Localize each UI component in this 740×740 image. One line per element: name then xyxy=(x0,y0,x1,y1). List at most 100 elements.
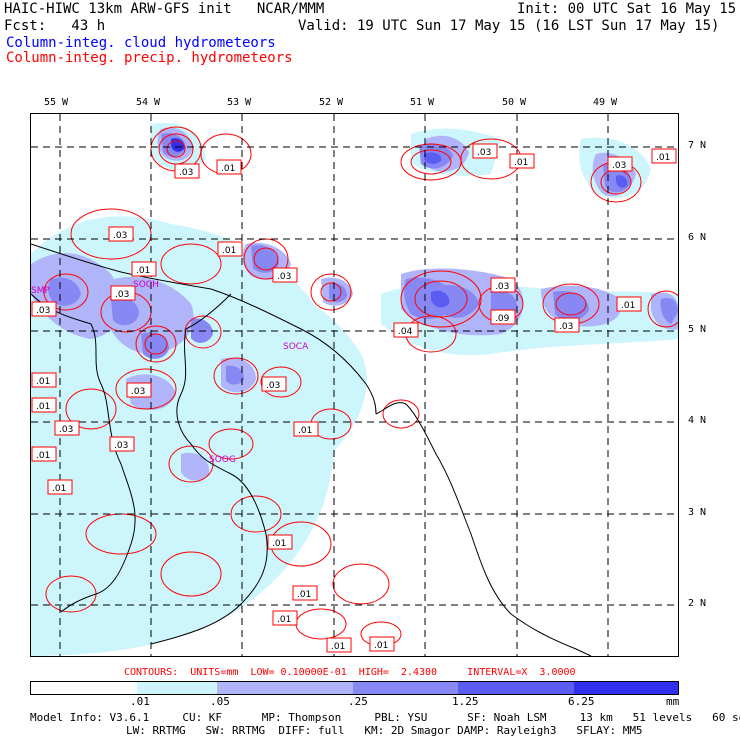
station-label: SOOG xyxy=(209,455,236,465)
precip-contours xyxy=(43,126,678,647)
svg-text:.01: .01 xyxy=(272,539,286,549)
contour-label: .01 xyxy=(217,241,243,257)
contour-label: .01 xyxy=(292,585,318,601)
svg-text:.09: .09 xyxy=(495,314,510,324)
svg-text:.01: .01 xyxy=(136,266,150,276)
contour-label: .01 xyxy=(369,636,395,652)
svg-text:.03: .03 xyxy=(113,231,127,241)
svg-text:.03: .03 xyxy=(131,387,145,397)
map-svg: SMP SOCH SOCA SOOG .03 .01 .03 .01 .03 .… xyxy=(31,114,678,656)
svg-text:.01: .01 xyxy=(298,426,312,436)
station-label: SOCA xyxy=(283,342,309,352)
forecast-hour: Fcst: 43 h xyxy=(4,18,106,34)
colorbar-tick-label: 1.25 xyxy=(452,695,479,708)
colorbar-segment xyxy=(137,682,217,694)
contour-label: .04 xyxy=(393,322,419,338)
contour-label: .03 xyxy=(554,317,580,333)
svg-text:.03: .03 xyxy=(59,425,73,435)
contour-value-labels: .03 .01 .03 .01 .03 .01 .03 .01 .03 .03 … xyxy=(31,143,677,653)
colorbar-segment xyxy=(217,682,353,694)
contour-info: CONTOURS: UNITS=mm LOW= 0.10000E-01 HIGH… xyxy=(124,667,576,678)
svg-text:.01: .01 xyxy=(514,158,528,168)
contour-label: .03 xyxy=(607,156,633,172)
init-time: Init: 00 UTC Sat 16 May 15 xyxy=(517,1,737,17)
contour-label: .03 xyxy=(174,163,200,179)
station-labels: SMP SOCH SOCA SOOG xyxy=(31,280,309,465)
colorbar-segment xyxy=(31,682,137,694)
lat-label: 5 N xyxy=(688,324,707,335)
contour-label: .03 xyxy=(490,277,516,293)
colorbar-unit-label: mm xyxy=(666,695,680,708)
svg-text:.03: .03 xyxy=(36,306,50,316)
svg-text:.01: .01 xyxy=(331,642,345,652)
colorbar-tick-label: .05 xyxy=(210,695,230,708)
model-info-line1: Model Info: V3.6.1 CU: KF MP: Thompson P… xyxy=(30,711,740,724)
contour-label: .01 xyxy=(47,479,73,495)
svg-text:.04: .04 xyxy=(398,327,413,337)
contour-label: .01 xyxy=(509,153,535,169)
lon-label: 49 W xyxy=(593,97,618,108)
field-cloud-label: Column-integ. cloud hydrometeors xyxy=(6,35,276,51)
svg-text:.03: .03 xyxy=(559,322,573,332)
lon-label: 51 W xyxy=(410,97,435,108)
svg-text:.01: .01 xyxy=(221,164,235,174)
lon-label: 50 W xyxy=(502,97,527,108)
contour-label: .03 xyxy=(110,285,136,301)
colorbar-tick-label: .25 xyxy=(348,695,368,708)
contour-label: .01 xyxy=(326,637,352,653)
colorbar-segment xyxy=(353,682,458,694)
svg-text:.03: .03 xyxy=(266,381,280,391)
svg-text:.03: .03 xyxy=(179,168,193,178)
contour-label: .03 xyxy=(109,436,135,452)
contour-label: .01 xyxy=(31,446,57,462)
svg-text:.01: .01 xyxy=(222,246,236,256)
svg-text:.01: .01 xyxy=(36,451,50,461)
title-line: HAIC-HIWC 13km ARW-GFS init NCAR/MMM xyxy=(4,1,325,17)
lat-label: 7 N xyxy=(688,140,707,151)
contour-label: .01 xyxy=(131,261,157,277)
svg-text:.01: .01 xyxy=(36,402,50,412)
svg-text:.01: .01 xyxy=(36,377,50,387)
svg-text:.01: .01 xyxy=(277,615,291,625)
contour-label: .03 xyxy=(472,143,498,159)
svg-text:.03: .03 xyxy=(277,272,291,282)
contour-label: .01 xyxy=(651,148,677,164)
lat-label: 4 N xyxy=(688,415,707,426)
station-label: SOCH xyxy=(133,280,159,290)
contour-label: .01 xyxy=(293,421,319,437)
contour-label: .01 xyxy=(31,397,57,413)
contour-label: .03 xyxy=(272,267,298,283)
contour-label: .03 xyxy=(261,376,287,392)
contour-label: .09 xyxy=(490,309,516,325)
colorbar-segment xyxy=(574,682,678,694)
svg-text:.01: .01 xyxy=(656,153,670,163)
svg-text:.03: .03 xyxy=(477,148,491,158)
svg-text:.03: .03 xyxy=(612,161,626,171)
contour-label: .03 xyxy=(31,301,57,317)
colorbar-segment xyxy=(458,682,574,694)
svg-text:.01: .01 xyxy=(374,641,388,651)
map-panel: SMP SOCH SOCA SOOG .03 .01 .03 .01 .03 .… xyxy=(30,113,679,657)
contour-label: .01 xyxy=(216,159,242,175)
contour-label: .01 xyxy=(616,296,642,312)
svg-text:.03: .03 xyxy=(115,290,129,300)
lat-label: 2 N xyxy=(688,598,707,609)
contour-label: .03 xyxy=(54,420,80,436)
contour-label: .03 xyxy=(126,382,152,398)
colorbar xyxy=(30,681,679,695)
svg-text:.01: .01 xyxy=(52,484,66,494)
contour-label: .01 xyxy=(31,372,57,388)
svg-text:.01: .01 xyxy=(297,590,311,600)
svg-text:.01: .01 xyxy=(621,301,635,311)
field-precip-label: Column-integ. precip. hydrometeors xyxy=(6,50,293,66)
svg-text:.03: .03 xyxy=(495,282,509,292)
valid-time: Valid: 19 UTC Sun 17 May 15 (16 LST Sun … xyxy=(298,18,720,34)
svg-text:.03: .03 xyxy=(114,441,128,451)
lat-label: 6 N xyxy=(688,232,707,243)
coastline-borders xyxy=(31,243,592,656)
contour-label: .01 xyxy=(267,534,293,550)
lon-label: 53 W xyxy=(227,97,252,108)
lon-label: 52 W xyxy=(319,97,344,108)
colorbar-tick-label: .01 xyxy=(130,695,150,708)
lon-label: 54 W xyxy=(136,97,161,108)
